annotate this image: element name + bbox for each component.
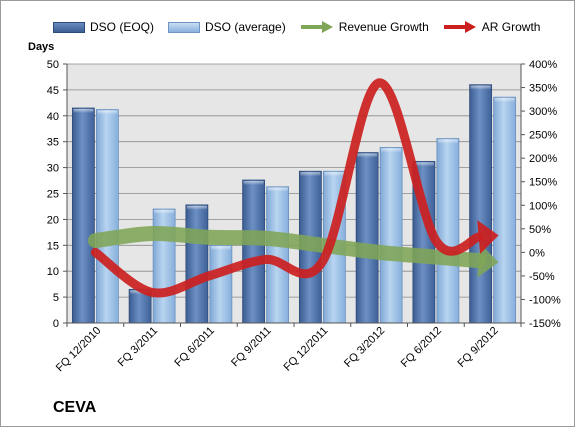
bar-highlight: [413, 162, 434, 167]
bar-highlight: [154, 210, 175, 215]
y2-tick-label: 200%: [529, 153, 557, 165]
legend-label-ar-growth: AR Growth: [481, 20, 541, 34]
bar-dso-eoq: [355, 152, 379, 324]
y2-tick-label: 400%: [529, 59, 557, 71]
legend-arrow-revenue-growth: [300, 21, 333, 33]
bar-dso-eoq: [71, 107, 95, 324]
company-label: CEVA: [53, 399, 97, 416]
x-tick-label: FQ 6/2012: [399, 325, 444, 370]
chart-legend: DSO (EOQ) DSO (average) Revenue Growth A…: [53, 17, 554, 37]
legend-label-dso-eoq: DSO (EOQ): [90, 20, 155, 34]
bar-dso-average: [266, 186, 290, 324]
bar-dso-eoq: [469, 84, 493, 324]
ar-growth-line: [90, 78, 484, 298]
x-tick-label: FQ 3/2011: [116, 325, 161, 370]
legend-arrow-ar-growth: [443, 21, 476, 33]
y2-tick-label: -150%: [529, 318, 561, 330]
y2-tick-label: 0%: [529, 247, 545, 259]
ar-growth-arrowhead: [477, 220, 499, 254]
legend-item-revenue-growth: Revenue Growth: [300, 20, 429, 34]
bar-dso-average: [95, 109, 119, 324]
bar-highlight: [494, 98, 515, 103]
bar-dso-average: [209, 244, 233, 324]
bar-highlight: [186, 205, 207, 210]
bar-dso-average: [379, 146, 403, 324]
y-tick-label: 15: [47, 240, 59, 252]
revenue-growth-arrowhead: [477, 243, 499, 278]
y-tick-label: 30: [47, 163, 59, 175]
x-tick-label: FQ 12/2011: [282, 325, 331, 374]
y-tick-label: 10: [47, 266, 59, 278]
y-tick-label: 0: [53, 318, 59, 330]
y2-tick-label: 300%: [529, 106, 557, 118]
bar-highlight: [357, 153, 378, 158]
revenue-growth-line: [87, 225, 487, 269]
bar-highlight: [381, 148, 402, 153]
y2-tick-label: 100%: [529, 200, 557, 212]
legend-item-dso-eoq: DSO (EOQ): [53, 20, 154, 34]
bar-highlight: [470, 85, 491, 90]
bar-highlight: [437, 139, 458, 144]
y-tick-label: 20: [47, 214, 59, 226]
bar-highlight: [243, 181, 264, 186]
bar-dso-eoq: [242, 179, 266, 324]
legend-swatch-dso-average: [168, 21, 201, 33]
bar-dso-eoq: [185, 204, 209, 324]
x-tick-label: FQ 3/2012: [342, 325, 387, 370]
legend-swatch-dso-eoq: [53, 21, 85, 33]
y2-tick-label: 250%: [529, 130, 557, 142]
legend-item-dso-average: DSO (average): [168, 20, 286, 34]
y2-tick-label: 150%: [529, 177, 557, 189]
bar-highlight: [97, 110, 118, 115]
legend-label-dso-average: DSO (average): [205, 20, 286, 34]
x-tick-label: FQ 9/2012: [456, 325, 501, 370]
y-axis-title: Days: [28, 41, 55, 53]
legend-label-revenue-growth: Revenue Growth: [338, 20, 429, 34]
x-tick-label: FQ 6/2011: [172, 325, 217, 370]
y2-tick-label: 350%: [529, 83, 557, 95]
y-tick-label: 50: [47, 59, 59, 71]
y2-tick-label: -50%: [529, 271, 555, 283]
legend-item-ar-growth: AR Growth: [443, 20, 541, 34]
y-tick-label: 45: [47, 85, 59, 97]
bar-highlight: [73, 109, 94, 114]
y-tick-label: 40: [47, 111, 59, 123]
x-tick-label: FQ 12/2010: [54, 325, 104, 375]
y-tick-label: 25: [47, 189, 59, 201]
y2-tick-label: -100%: [529, 294, 561, 306]
y-tick-label: 5: [53, 292, 59, 304]
x-tick-label: FQ 9/2011: [229, 325, 274, 370]
bar-highlight: [267, 187, 288, 192]
bar-dso-average: [493, 96, 517, 324]
bar-dso-average: [436, 138, 460, 324]
y-tick-label: 35: [47, 137, 59, 149]
bar-highlight: [324, 172, 345, 177]
y2-tick-label: 50%: [529, 224, 551, 236]
bar-highlight: [300, 172, 321, 177]
bar-highlight: [210, 246, 231, 251]
